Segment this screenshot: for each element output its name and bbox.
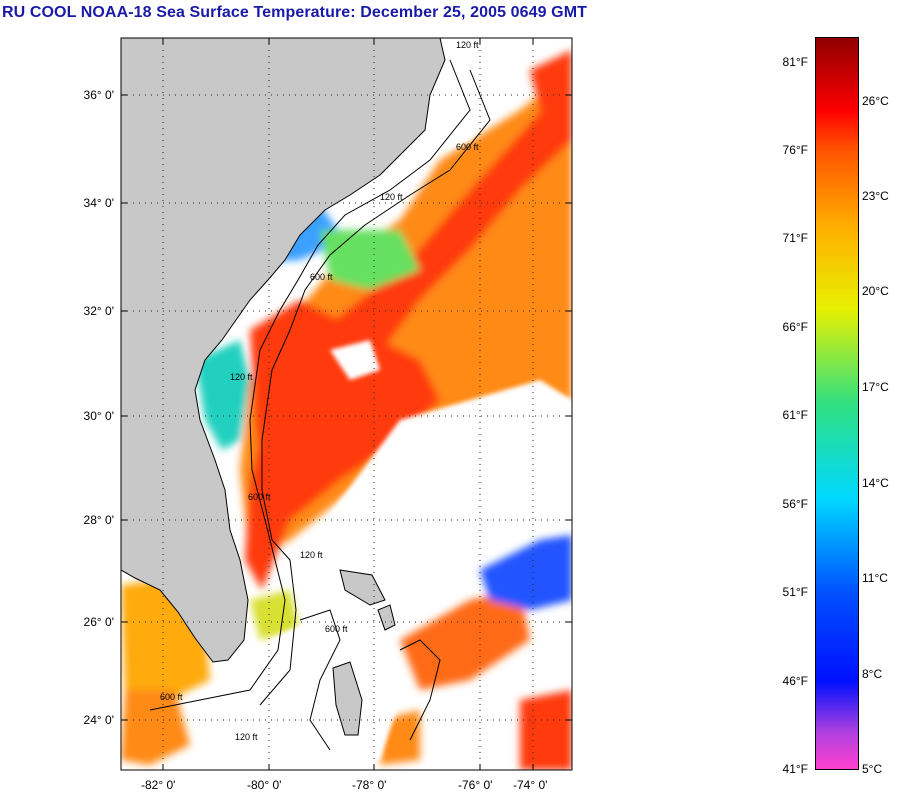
lon-label: -80° 0'	[247, 778, 282, 792]
fahrenheit-label: 51°F	[782, 585, 808, 599]
contour-label: 600 ft	[160, 692, 183, 702]
contour-label: 120 ft	[456, 40, 479, 50]
celsius-label: 11°C	[862, 571, 888, 585]
fahrenheit-label: 56°F	[782, 497, 808, 511]
fahrenheit-label: 76°F	[782, 143, 808, 157]
lon-label: -82° 0'	[141, 778, 176, 792]
axis-ticks	[121, 38, 572, 770]
lon-label: -74° 0'	[513, 778, 548, 792]
map-frame	[120, 37, 573, 771]
lat-label: 26° 0'	[83, 615, 114, 629]
fahrenheit-label: 71°F	[782, 231, 808, 245]
fahrenheit-label: 66°F	[782, 320, 808, 334]
land-mass	[121, 38, 446, 663]
contour-label: 120 ft	[380, 192, 403, 202]
lat-label: 24° 0'	[83, 713, 114, 727]
contour-label: 120 ft	[235, 732, 258, 742]
contour-label: 600 ft	[456, 142, 479, 152]
contour-label: 120 ft	[230, 372, 253, 382]
contour-label: 600 ft	[248, 492, 271, 502]
fahrenheit-label: 81°F	[782, 55, 808, 69]
fahrenheit-label: 61°F	[782, 408, 808, 422]
fahrenheit-label: 41°F	[782, 762, 808, 776]
gridlines	[121, 38, 572, 770]
celsius-label: 23°C	[862, 189, 889, 203]
lon-label: -76° 0'	[458, 778, 493, 792]
lat-label: 30° 0'	[83, 409, 114, 423]
lat-label: 36° 0'	[83, 88, 114, 102]
temperature-colorbar	[815, 37, 859, 770]
fahrenheit-label: 46°F	[782, 674, 808, 688]
lat-label: 32° 0'	[83, 304, 114, 318]
lat-label: 34° 0'	[83, 196, 114, 210]
bathymetry-contours	[149, 59, 491, 751]
contour-label: 120 ft	[300, 550, 323, 560]
celsius-label: 5°C	[862, 762, 883, 776]
celsius-label: 17°C	[862, 380, 889, 394]
celsius-label: 26°C	[862, 94, 889, 108]
celsius-label: 14°C	[862, 476, 889, 490]
lat-label: 28° 0'	[83, 513, 114, 527]
celsius-label: 20°C	[862, 284, 889, 298]
contour-label: 600 ft	[325, 624, 348, 634]
contour-label: 600 ft	[310, 272, 333, 282]
celsius-label: 8°C	[862, 667, 883, 681]
page-title: RU COOL NOAA-18 Sea Surface Temperature:…	[2, 4, 588, 21]
lon-label: -78° 0'	[352, 778, 387, 792]
